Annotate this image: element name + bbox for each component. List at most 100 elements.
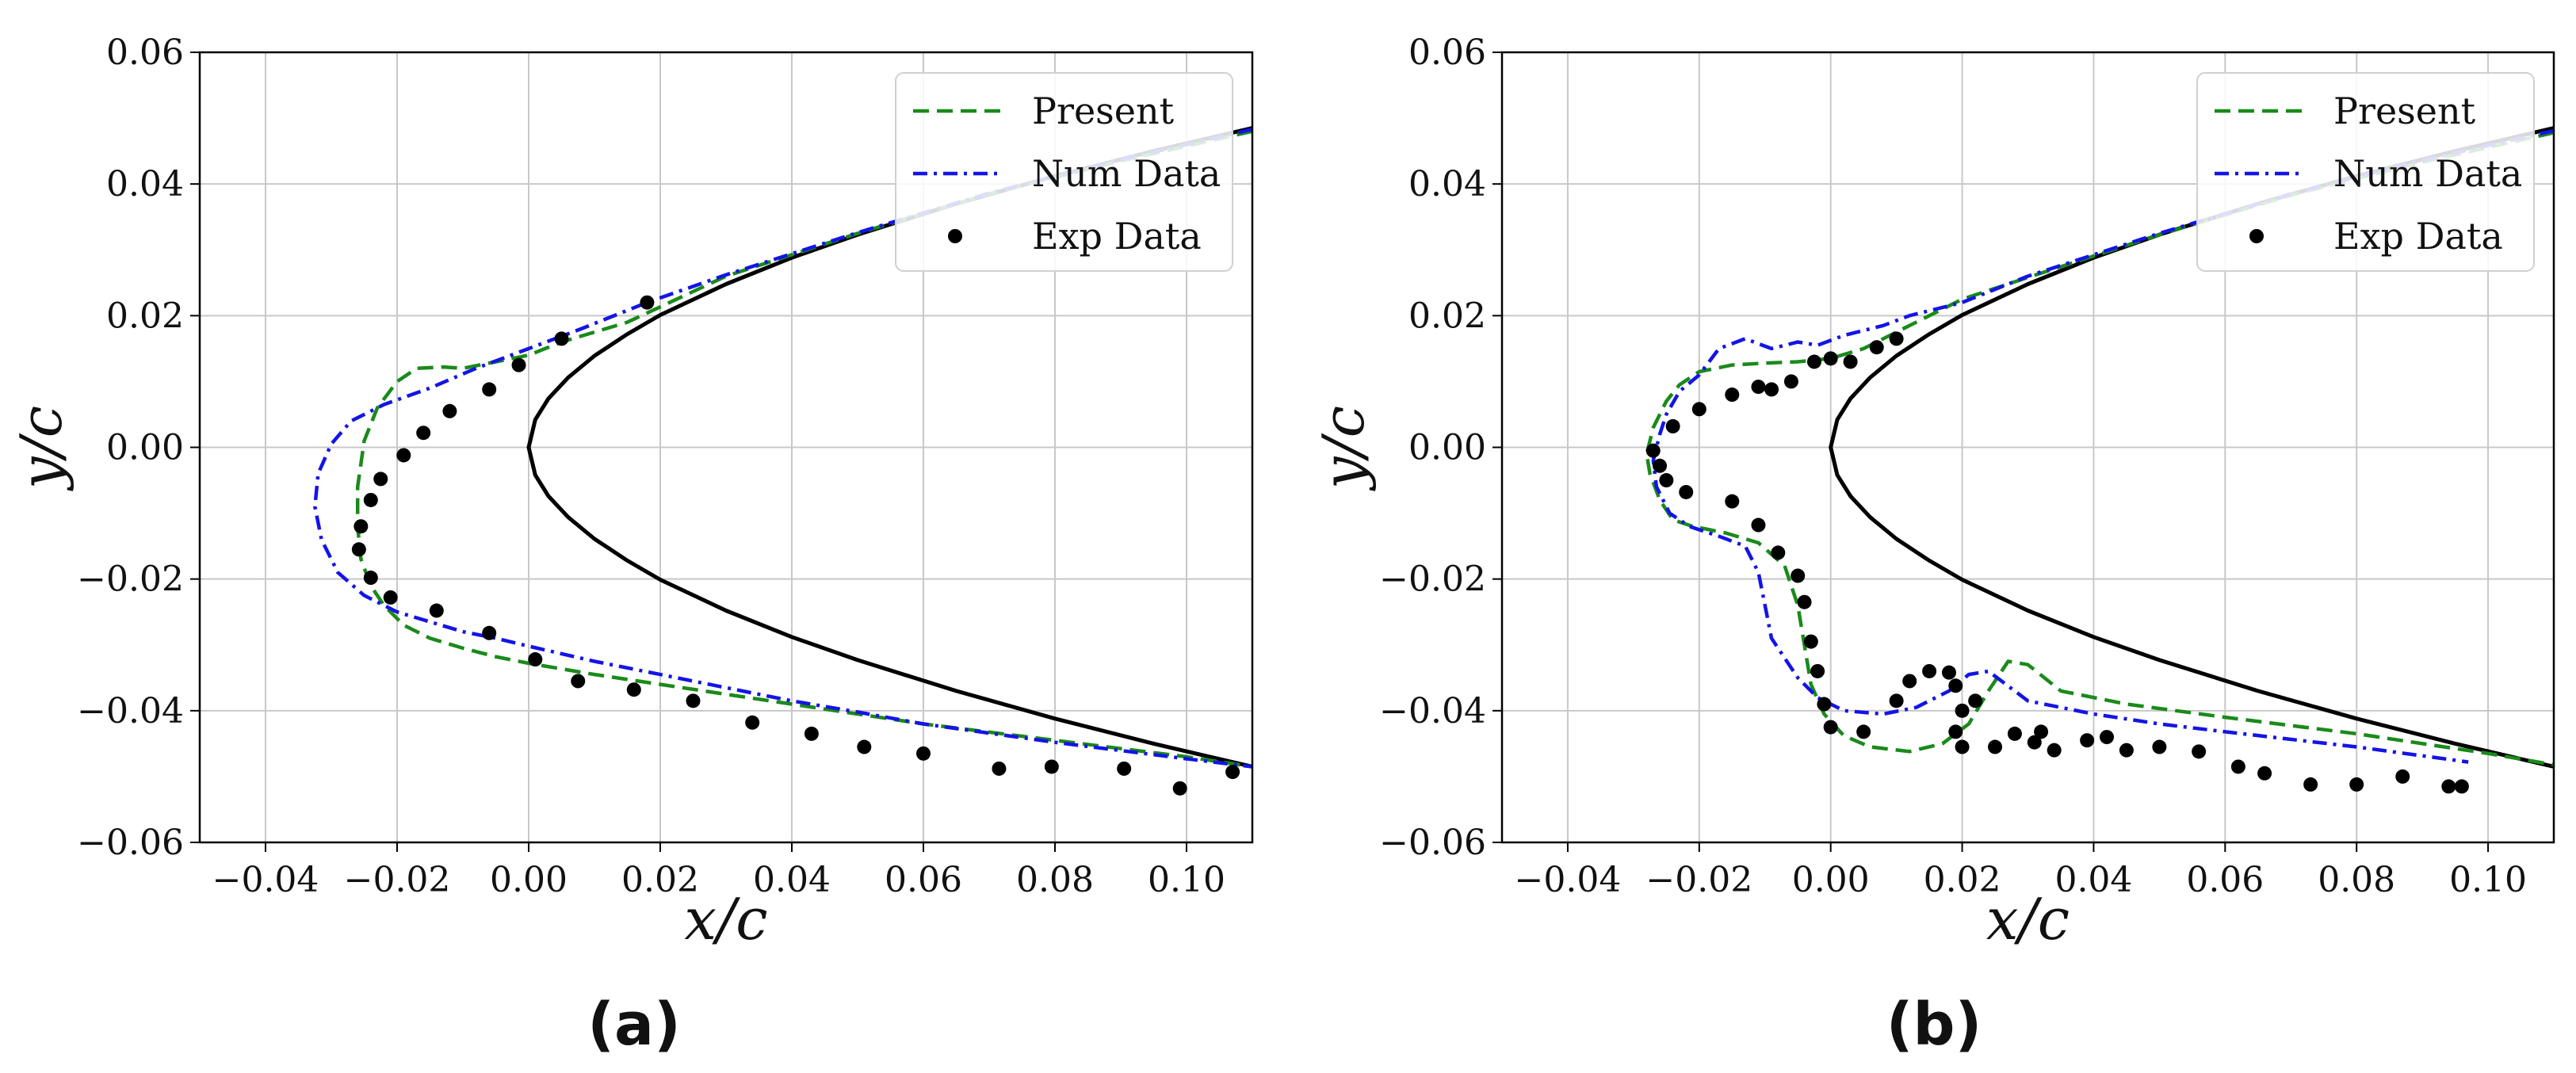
exp-data-point: [1771, 545, 1786, 560]
exp-data-point: [351, 542, 366, 557]
exp-data-point: [2349, 777, 2364, 792]
exp-data-point: [1856, 724, 1871, 739]
exp-data-point: [528, 652, 543, 667]
y-tick-label: 0.06: [106, 32, 184, 73]
exp-data-point: [1665, 418, 1680, 433]
exp-data-point: [2100, 730, 2115, 745]
y-tick-label: 0.04: [106, 164, 184, 204]
x-tick-label: 0.06: [885, 860, 962, 900]
exp-data-point: [1955, 739, 1970, 754]
y-axis-label: y/c: [1310, 406, 1377, 491]
exp-data-point: [1955, 703, 1970, 718]
legend-label: Present: [1032, 90, 1175, 132]
panel-b-chart: −0.04 −0.02 0.00 0.02 0.04 0.06 0.08 0.10−0.06−…: [1310, 32, 2555, 1059]
legend-box: [2196, 72, 2535, 272]
x-tick-label: 0.04: [753, 860, 831, 900]
exp-data-point: [2027, 735, 2042, 750]
exp-data-point: [1803, 634, 1818, 649]
exp-data-point: [1791, 568, 1806, 583]
panel-label: (b): [1886, 991, 1982, 1059]
exp-data-point: [1869, 340, 1884, 355]
x-tick-label: 0.02: [1924, 860, 2001, 900]
num-data-series-line: [313, 128, 1252, 769]
num-data-series-line: [1651, 128, 2554, 764]
exp-data-point: [1948, 678, 1963, 693]
exp-data-point: [1823, 720, 1838, 735]
exp-data-point: [442, 403, 457, 418]
exp-data-point: [2230, 759, 2245, 774]
exp-data-point: [373, 472, 388, 487]
exp-data-point: [916, 746, 931, 761]
y-tick-label: 0.04: [1408, 164, 1486, 204]
exp-data-point: [1679, 484, 1694, 499]
exp-data-point: [2454, 779, 2469, 794]
exp-data-point: [354, 519, 369, 534]
panel-label: (a): [587, 991, 681, 1059]
exp-data-point: [686, 693, 701, 708]
y-tick-label: 0.02: [106, 296, 184, 336]
exp-data-point: [1751, 517, 1766, 533]
exp-data-point: [571, 674, 586, 689]
exp-data-point: [1988, 739, 2003, 754]
legend-label: Num Data: [1032, 152, 1221, 195]
data-layer: [313, 126, 1252, 796]
exp-data-point: [2395, 769, 2410, 784]
exp-data-point: [482, 382, 497, 397]
exp-data-point: [1797, 594, 1812, 609]
exp-data-point: [2152, 739, 2167, 754]
legend: Present Num Data Exp Data: [2196, 72, 2535, 272]
exp-data-point: [992, 761, 1007, 776]
exp-data-point: [2303, 777, 2318, 792]
x-tick-label: 0.08: [2318, 860, 2395, 900]
exp-data-point: [383, 590, 398, 605]
exp-data-point: [1948, 724, 1963, 739]
exp-data-point: [1725, 494, 1740, 509]
exp-data-point: [1806, 354, 1821, 369]
exp-data-point: [804, 726, 819, 741]
y-tick-label: 0.00: [1408, 428, 1486, 468]
legend-marker: [2249, 229, 2264, 243]
exp-data-point: [1823, 351, 1838, 366]
exp-data-point: [554, 331, 569, 346]
x-axis-label: x/c: [684, 886, 767, 953]
x-tick-label: 0.04: [2054, 860, 2132, 900]
y-tick-label: −0.04: [1379, 691, 1486, 731]
y-axis-label: y/c: [8, 406, 75, 491]
exp-data-point: [1783, 374, 1798, 389]
exp-data-point: [1044, 759, 1059, 774]
y-tick-label: 0.00: [106, 428, 184, 468]
exp-data-point: [1691, 402, 1707, 417]
axes-frame: [198, 51, 1254, 844]
y-tick-label: −0.02: [77, 559, 184, 600]
exp-data-point: [857, 739, 872, 754]
exp-data-point: [1659, 473, 1674, 488]
legend-label: Exp Data: [1032, 215, 1202, 258]
x-axis-label: x/c: [1986, 886, 2070, 953]
exp-data-point: [429, 603, 444, 618]
legend-label: Num Data: [2333, 152, 2522, 195]
exp-data-point: [1817, 697, 1832, 712]
x-tick-label: −0.02: [1645, 860, 1752, 900]
y-tick-label: 0.06: [1408, 32, 1486, 73]
exp-data-point: [1889, 331, 1904, 346]
exp-data-point: [2119, 743, 2134, 758]
exp-data-point: [2257, 766, 2272, 781]
x-tick-label: 0.02: [621, 860, 699, 900]
y-tick-label: −0.06: [1379, 823, 1486, 863]
x-tick-label: −0.02: [344, 860, 451, 900]
x-tick-label: −0.04: [212, 860, 319, 900]
panel-a-chart: −0.04 −0.02 0.00 0.02 0.04 0.06 0.08 0.10−0.06−…: [8, 32, 1254, 1059]
exp-data-point: [1968, 693, 1983, 708]
exp-data-point: [745, 715, 760, 730]
exp-data-point: [482, 625, 497, 640]
exp-data-point: [1843, 354, 1858, 369]
y-tick-label: −0.04: [77, 691, 184, 731]
exp-data-point: [363, 492, 378, 507]
exp-data-point: [626, 682, 641, 697]
y-tick-label: −0.06: [77, 823, 184, 863]
exp-data-point: [2441, 779, 2456, 794]
legend: Present Num Data Exp Data: [895, 72, 1233, 272]
exp-data-point: [1725, 388, 1740, 403]
x-tick-label: 0.10: [1148, 860, 1225, 900]
